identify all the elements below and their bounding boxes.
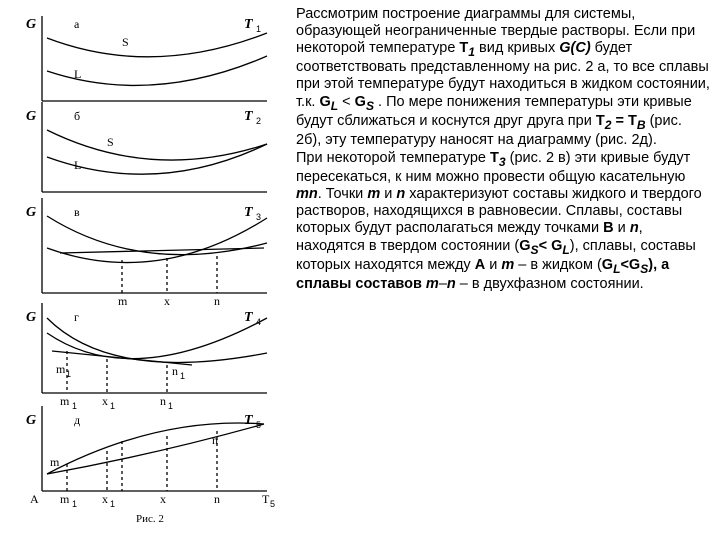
svg-text:n: n <box>212 433 218 447</box>
t: n <box>447 276 456 292</box>
t: вид кривых <box>475 40 559 56</box>
svg-text:n: n <box>172 364 178 378</box>
svg-text:x: x <box>102 492 108 506</box>
t: G <box>519 238 530 254</box>
svg-text:G: G <box>26 109 36 124</box>
t: При некоторой температуре <box>296 150 490 166</box>
t: А <box>475 257 485 273</box>
t: B <box>637 118 646 132</box>
panel-a: G а T1 S L <box>26 16 267 101</box>
svg-text:x: x <box>102 394 108 408</box>
t: G <box>355 94 366 110</box>
t: G <box>319 94 330 110</box>
t: 3 <box>499 155 506 169</box>
svg-text:S: S <box>122 35 129 49</box>
t: и <box>485 257 501 273</box>
t: = Т <box>611 113 636 129</box>
panel-g: G г T4 m1 m1 x1 n1 n1 <box>26 303 267 411</box>
svg-text:г: г <box>74 310 79 324</box>
t: – в жидком ( <box>514 257 602 273</box>
svg-text:1: 1 <box>66 369 71 379</box>
svg-text:m: m <box>60 492 70 506</box>
t: В <box>603 220 613 236</box>
t: – в двухфазном состоянии. <box>456 276 644 292</box>
t: n <box>396 186 405 202</box>
svg-text:A: A <box>30 492 39 506</box>
t: G(C) <box>559 40 590 56</box>
svg-text:1: 1 <box>72 499 77 509</box>
page: G а T1 S L G б T2 S L <box>0 0 720 540</box>
svg-text:G: G <box>26 413 36 428</box>
svg-text:1: 1 <box>168 401 173 411</box>
paragraph-1: Рассмотрим построение диаграммы для сист… <box>296 6 710 149</box>
svg-text:T: T <box>244 17 254 32</box>
svg-text:G: G <box>26 205 36 220</box>
t: . Точки <box>318 186 368 202</box>
t: и <box>380 186 396 202</box>
svg-text:T: T <box>244 205 254 220</box>
svg-text:б: б <box>74 109 80 123</box>
svg-text:д: д <box>74 413 80 427</box>
t: 1 <box>468 45 475 59</box>
svg-text:n: n <box>214 294 220 308</box>
figure-column: G а T1 S L G б T2 S L <box>0 0 290 540</box>
svg-text:1: 1 <box>256 24 261 34</box>
t: < <box>338 94 355 110</box>
t: Т <box>490 150 499 166</box>
svg-text:T: T <box>244 413 254 428</box>
t: S <box>366 98 374 112</box>
t: S <box>531 242 539 256</box>
svg-text:а: а <box>74 17 80 31</box>
svg-text:T: T <box>244 109 254 124</box>
text-column: Рассмотрим построение диаграммы для сист… <box>290 0 720 540</box>
t: m <box>426 276 439 292</box>
t: L <box>562 242 569 256</box>
panel-v: G в T3 m x n <box>26 198 267 308</box>
svg-text:T: T <box>244 310 254 325</box>
t: <G <box>620 257 640 273</box>
panel-d: G д T5 m n m1 x1 x n A <box>26 406 275 509</box>
svg-text:G: G <box>26 310 36 325</box>
panel-b: G б T2 S L <box>26 102 267 192</box>
t: Т <box>459 40 468 56</box>
t: Т <box>596 113 605 129</box>
svg-text:2: 2 <box>256 116 261 126</box>
t: < G <box>539 238 563 254</box>
svg-text:1: 1 <box>110 401 115 411</box>
t: – <box>439 276 447 292</box>
svg-text:1: 1 <box>110 499 115 509</box>
svg-text:T: T <box>262 492 270 506</box>
t: G <box>602 257 613 273</box>
svg-text:S: S <box>107 135 114 149</box>
svg-text:L: L <box>74 158 81 172</box>
svg-text:x: x <box>164 294 170 308</box>
svg-text:L: L <box>74 67 81 81</box>
svg-text:5: 5 <box>270 499 275 509</box>
t: m <box>501 257 514 273</box>
t: и <box>614 220 630 236</box>
t: m <box>367 186 380 202</box>
figure-svg: G а T1 S L G б T2 S L <box>12 6 282 511</box>
svg-text:в: в <box>74 205 80 219</box>
svg-text:1: 1 <box>72 401 77 411</box>
t: n <box>630 220 639 236</box>
svg-text:m: m <box>60 394 70 408</box>
svg-text:m: m <box>50 455 60 469</box>
svg-text:3: 3 <box>256 212 261 222</box>
svg-text:n: n <box>214 492 220 506</box>
svg-text:n: n <box>160 394 166 408</box>
svg-text:x: x <box>160 492 166 506</box>
svg-text:G: G <box>26 17 36 32</box>
svg-text:m: m <box>56 362 66 376</box>
figure-caption: Рис. 2 <box>12 513 288 525</box>
paragraph-2: При некоторой температуре Т3 (рис. 2 в) … <box>296 150 710 293</box>
t: mn <box>296 186 318 202</box>
svg-text:m: m <box>118 294 128 308</box>
svg-text:1: 1 <box>180 371 185 381</box>
